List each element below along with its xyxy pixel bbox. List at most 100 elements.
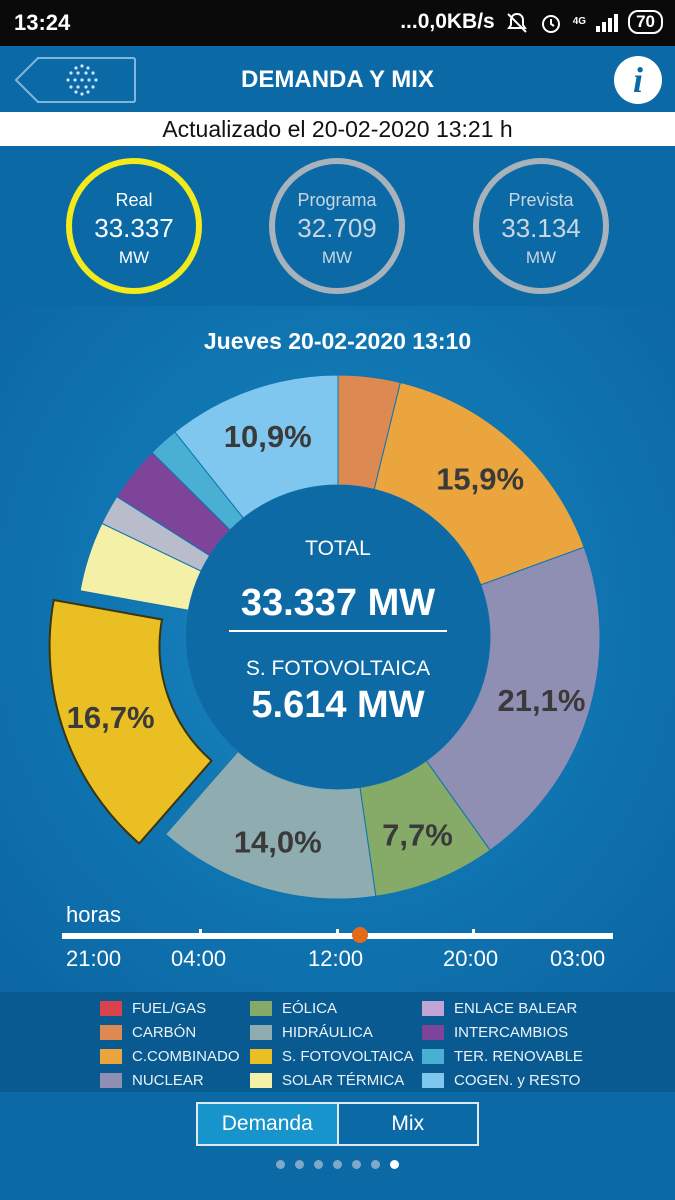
legend-label: INTERCAMBIOS <box>454 1024 569 1041</box>
page-dot <box>371 1160 380 1169</box>
donut-slice-s-fotovoltaica[interactable] <box>48 598 213 845</box>
legend-label: ENLACE BALEAR <box>454 1000 578 1017</box>
globe-dots-icon <box>66 64 98 96</box>
selected-source-label: S. FOTOVOLTAICA <box>246 657 430 680</box>
updated-timestamp: Actualizado el 20-02-2020 13:21 h <box>0 112 675 146</box>
status-time: 13:24 <box>14 10 71 35</box>
legend-swatch <box>422 1001 444 1016</box>
demand-summary: Real 33.337 MW Programa 32.709 MW Previs… <box>0 146 675 306</box>
time-slider[interactable] <box>62 927 613 943</box>
real-demand-button[interactable]: Real 33.337 MW <box>66 158 202 294</box>
page-dot <box>295 1160 304 1169</box>
legend-item: CARBÓN <box>100 1024 196 1041</box>
legend-item: INTERCAMBIOS <box>422 1024 568 1041</box>
total-value: 33.337 MW <box>241 582 435 624</box>
legend-item: NUCLEAR <box>100 1072 204 1089</box>
legend-item: TER. RENOVABLE <box>422 1048 583 1065</box>
legend-label: SOLAR TÉRMICA <box>282 1072 405 1089</box>
back-button[interactable] <box>14 56 137 104</box>
chart-legend: FUEL/GAS CARBÓN C.COMBINADO NUCLEAR EÓLI… <box>0 992 675 1092</box>
summary-label: Prevista <box>508 190 574 210</box>
status-bar: 13:24 ...0,0KB/s 4G 70 <box>0 0 675 46</box>
legend-swatch <box>250 1025 272 1040</box>
info-button[interactable]: i <box>614 56 662 104</box>
legend-label: COGEN. y RESTO <box>454 1072 581 1089</box>
donut-center <box>186 485 490 789</box>
summary-unit: MW <box>321 248 353 267</box>
status-icons: ...0,0KB/s 4G 70 <box>400 10 663 34</box>
summary-value: 33.337 <box>94 213 174 243</box>
legend-label: EÓLICA <box>282 1000 338 1017</box>
view-toggle: Demanda Mix <box>196 1102 479 1146</box>
slice-label: 21,1% <box>497 683 585 718</box>
slice-label: 15,9% <box>436 461 524 496</box>
total-label: TOTAL <box>305 537 371 560</box>
programmed-demand-button[interactable]: Programa 32.709 MW <box>269 158 405 294</box>
timeline-tick <box>336 929 339 939</box>
legend-item: ENLACE BALEAR <box>422 1000 577 1017</box>
legend-item: FUEL/GAS <box>100 1000 206 1017</box>
timeline-time: 21:00 <box>66 946 122 971</box>
timeline-tick <box>199 929 202 939</box>
legend-swatch <box>100 1025 122 1040</box>
signal-icon <box>596 12 619 32</box>
legend-swatch <box>422 1025 444 1040</box>
network-speed: ...0,0KB/s <box>400 10 495 33</box>
timeline-tick <box>472 929 475 939</box>
summary-value: 32.709 <box>297 213 377 243</box>
summary-unit: MW <box>118 248 150 267</box>
legend-label: C.COMBINADO <box>132 1048 240 1065</box>
battery-icon: 70 <box>628 10 663 34</box>
app-header: DEMANDA Y MIX i <box>0 46 675 112</box>
mix-chart-panel: Jueves 20-02-2020 13:10 TOTAL 33.337 MW … <box>0 306 675 992</box>
mix-tab[interactable]: Mix <box>336 1104 478 1144</box>
slice-label: 10,9% <box>224 419 312 454</box>
legend-swatch <box>100 1001 122 1016</box>
timeline-label: horas <box>66 902 122 927</box>
legend-item: SOLAR TÉRMICA <box>250 1072 404 1089</box>
legend-swatch <box>100 1073 122 1088</box>
legend-item: COGEN. y RESTO <box>422 1072 580 1089</box>
legend-label: FUEL/GAS <box>132 1000 207 1017</box>
legend-label: S. FOTOVOLTAICA <box>282 1048 414 1065</box>
legend-label: NUCLEAR <box>132 1072 204 1089</box>
summary-label: Real <box>115 190 153 210</box>
legend-label: CARBÓN <box>132 1024 197 1041</box>
page-dot <box>390 1160 399 1169</box>
timeline-time: 03:00 <box>550 946 606 971</box>
demanda-tab[interactable]: Demanda <box>198 1104 337 1144</box>
legend-item: HIDRÁULICA <box>250 1024 373 1041</box>
page-dot <box>352 1160 361 1169</box>
page-indicator <box>0 1160 675 1169</box>
timeline-time: 04:00 <box>171 946 227 971</box>
page-title: DEMANDA Y MIX <box>241 66 434 93</box>
slice-label: 7,7% <box>382 818 453 853</box>
selected-source-value: 5.614 MW <box>251 684 424 726</box>
legend-swatch <box>250 1001 272 1016</box>
bell-off-icon <box>505 12 529 33</box>
donut-slice-cogen-y-resto[interactable] <box>174 374 339 519</box>
chart-date: Jueves 20-02-2020 13:10 <box>203 328 472 354</box>
mix-donut-chart: TOTAL 33.337 MW S. FOTOVOLTAICA 5.614 MW… <box>48 374 601 900</box>
summary-value: 33.134 <box>501 213 581 243</box>
alarm-icon <box>539 12 563 33</box>
summary-unit: MW <box>525 248 557 267</box>
forecast-demand-button[interactable]: Prevista 33.134 MW <box>473 158 609 294</box>
legend-item: C.COMBINADO <box>100 1048 240 1065</box>
network-type: 4G <box>572 16 587 27</box>
legend-swatch <box>422 1049 444 1064</box>
slice-label: 14,0% <box>234 824 322 859</box>
legend-label: HIDRÁULICA <box>282 1024 373 1041</box>
page-dot <box>314 1160 323 1169</box>
legend-swatch <box>250 1073 272 1088</box>
slice-label: 16,7% <box>67 700 155 735</box>
page-dot <box>276 1160 285 1169</box>
legend-item: S. FOTOVOLTAICA <box>250 1048 414 1065</box>
legend-swatch <box>250 1049 272 1064</box>
timeline-time: 20:00 <box>443 946 499 971</box>
info-icon: i <box>632 60 643 100</box>
timeline-handle[interactable] <box>351 927 368 943</box>
legend-swatch <box>422 1073 444 1088</box>
bottom-bar: Demanda Mix <box>0 1092 675 1200</box>
page-dot <box>333 1160 342 1169</box>
